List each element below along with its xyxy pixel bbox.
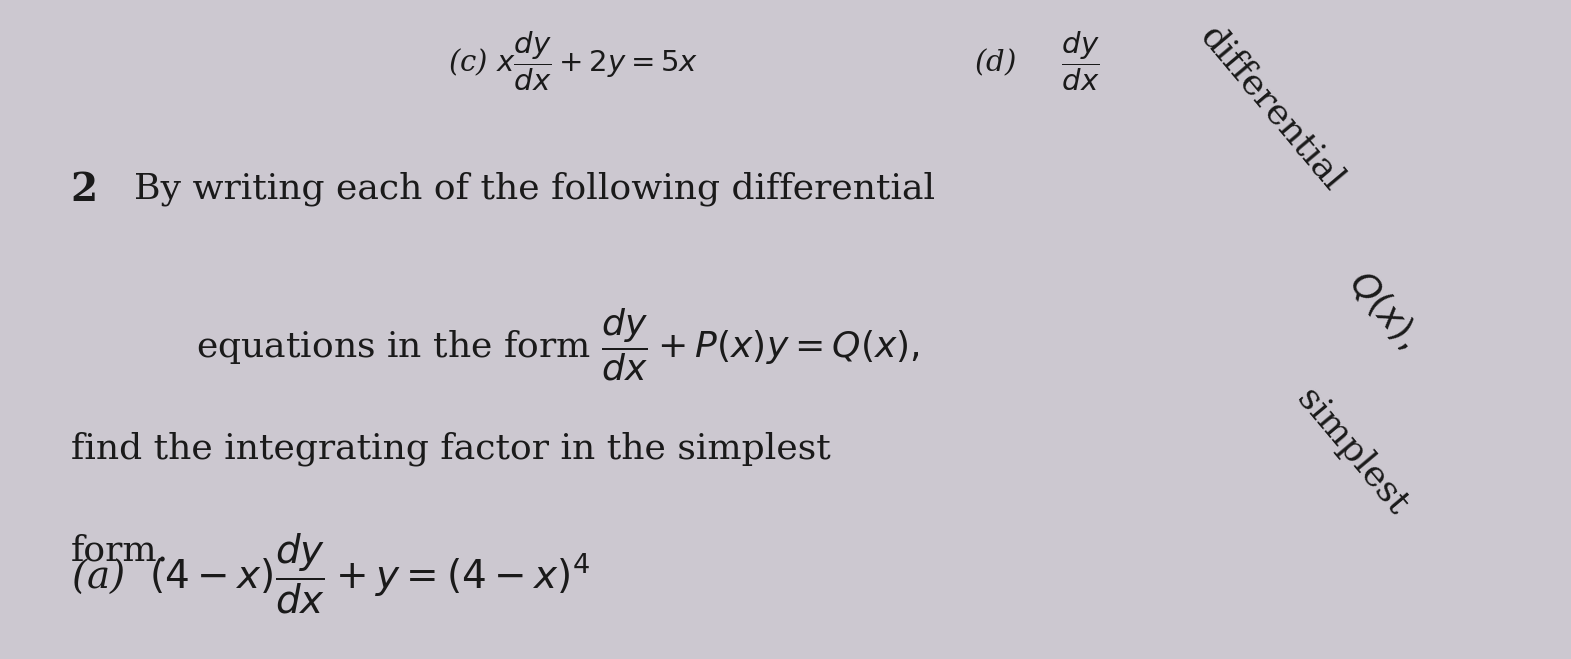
Text: differential: differential: [1192, 20, 1349, 198]
Text: (c) $x\dfrac{dy}{dx} + 2y = 5x$: (c) $x\dfrac{dy}{dx} + 2y = 5x$: [448, 30, 698, 93]
Text: By writing each of the following differential: By writing each of the following differe…: [134, 171, 935, 206]
Text: simplest: simplest: [1290, 382, 1415, 521]
Text: $Q(x),$: $Q(x),$: [1342, 264, 1426, 354]
Text: (d)     $\dfrac{dy}{dx}$: (d) $\dfrac{dy}{dx}$: [974, 30, 1100, 93]
Text: find the integrating factor in the simplest: find the integrating factor in the simpl…: [71, 432, 831, 466]
Text: form.: form.: [71, 534, 168, 568]
Text: (a)  $(4 - x)\dfrac{dy}{dx} + y = (4 - x)^4$: (a) $(4 - x)\dfrac{dy}{dx} + y = (4 - x)…: [71, 532, 589, 616]
Text: equations in the form $\dfrac{dy}{dx} + P(x)y = Q(x),$: equations in the form $\dfrac{dy}{dx} + …: [196, 306, 921, 383]
Text: 2: 2: [71, 171, 97, 210]
